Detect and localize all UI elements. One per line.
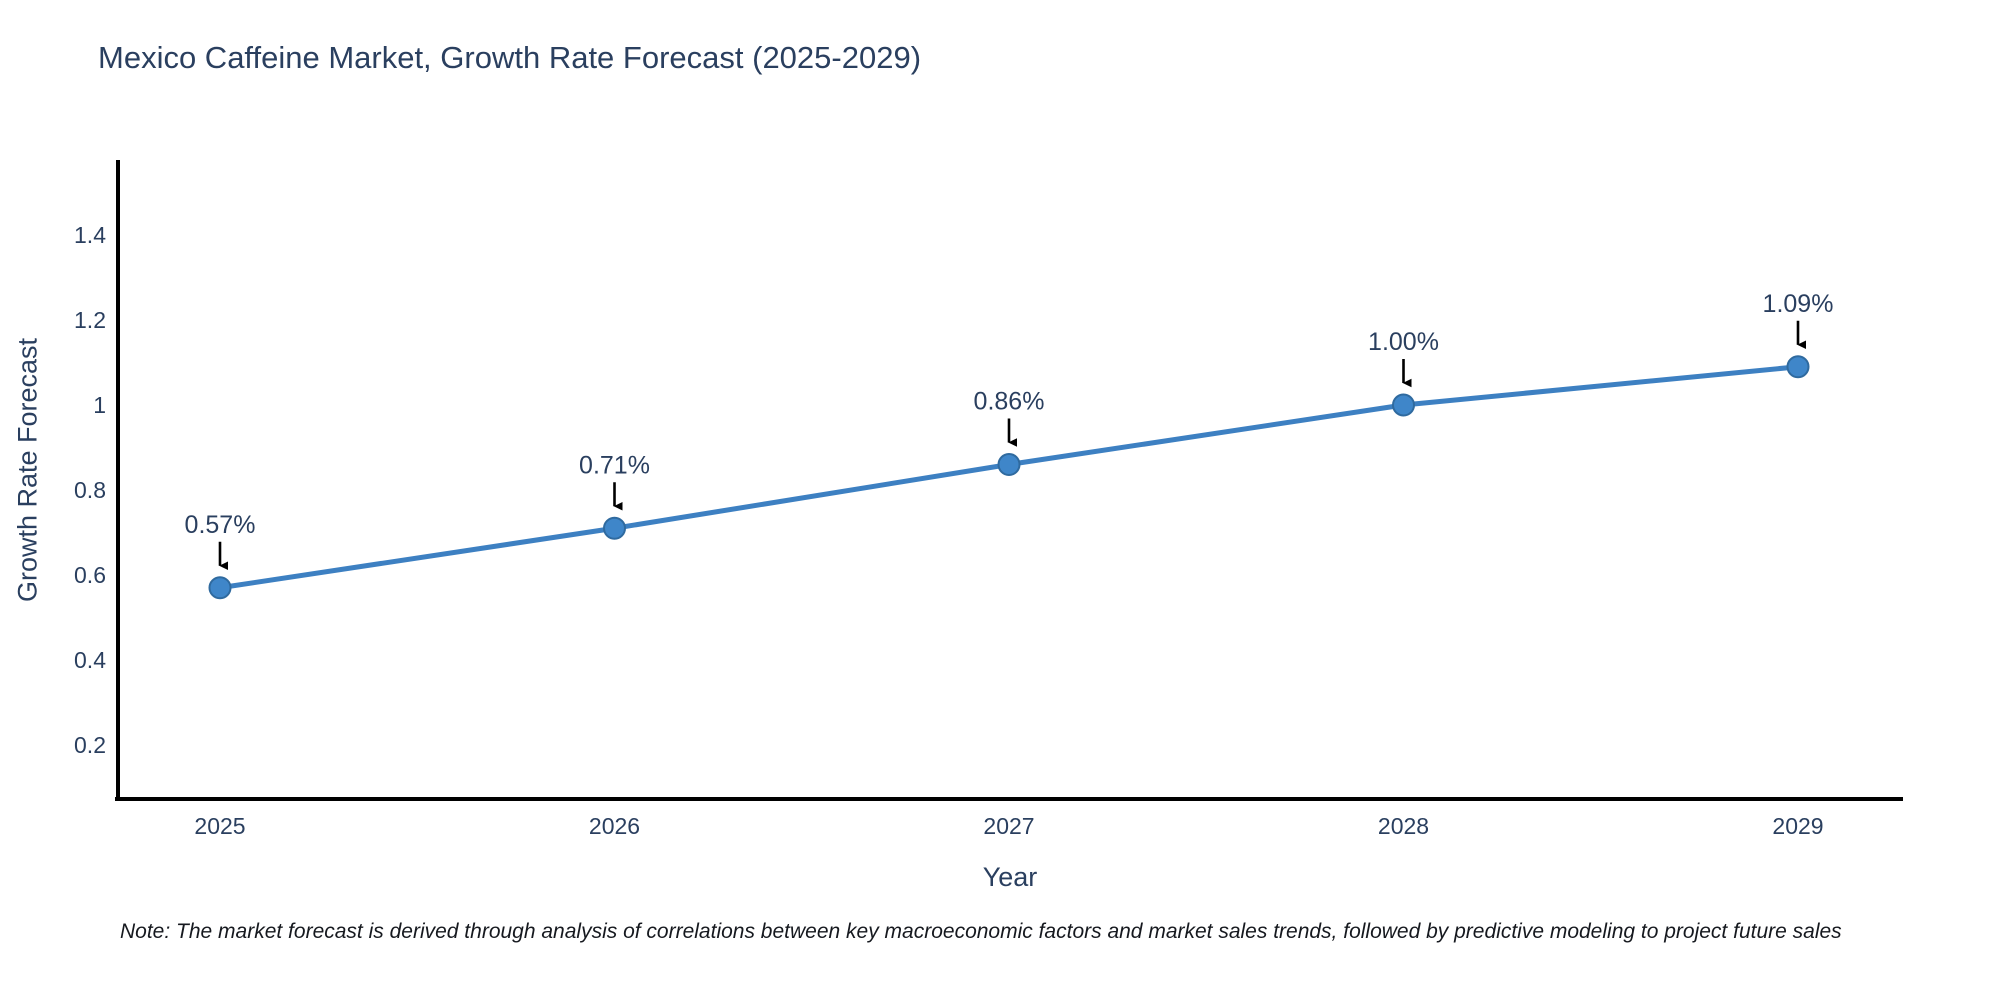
y-tick-label-1.2: 1.2 (74, 307, 106, 333)
x-tick-label-2028: 2028 (1378, 813, 1429, 839)
x-tick-label-2029: 2029 (1772, 813, 1823, 839)
data-point-2029[interactable] (1786, 355, 1810, 379)
footnote: Note: The market forecast is derived thr… (120, 920, 1842, 943)
annotation-label-2027: 0.86% (974, 388, 1045, 416)
x-axis-title: Year (982, 862, 1038, 892)
x-tick-label-2027: 2027 (983, 813, 1034, 839)
data-point-2028[interactable] (1392, 393, 1415, 417)
annotation-label-2029: 1.09% (1763, 290, 1834, 318)
annotation-label-2028: 1.00% (1368, 328, 1439, 356)
y-tick-label-1: 1 (93, 392, 106, 418)
annotation-label-2026: 0.71% (579, 451, 650, 479)
y-tick-label-0.6: 0.6 (74, 562, 106, 588)
y-tick-label-0.2: 0.2 (74, 732, 106, 758)
data-point-2026[interactable] (603, 516, 626, 540)
data-point-2025[interactable] (208, 576, 232, 600)
y-tick-label-1.4: 1.4 (74, 222, 106, 248)
annotation-label-2025: 0.57% (185, 511, 256, 539)
x-tick-label-2026: 2026 (589, 813, 640, 839)
x-tick-label-2025: 2025 (194, 813, 245, 839)
y-tick-label-0.4: 0.4 (74, 647, 106, 673)
chart-title: Mexico Caffeine Market, Growth Rate Fore… (98, 40, 922, 75)
data-point-2027[interactable] (997, 453, 1021, 476)
y-tick-label-0.8: 0.8 (74, 477, 106, 503)
